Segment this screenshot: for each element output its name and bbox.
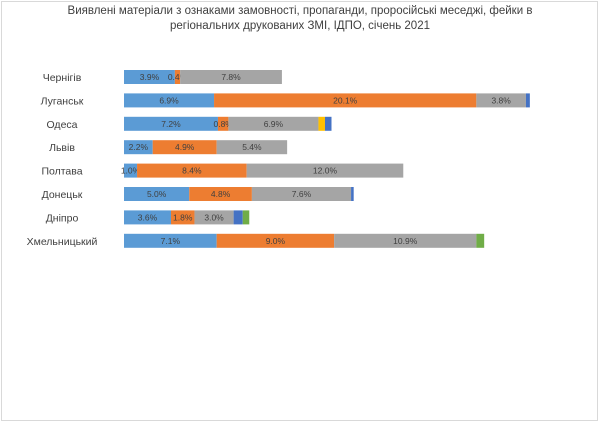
category-label: Полтава <box>41 166 82 178</box>
data-label: 7.2% <box>161 119 181 129</box>
category-label: Хмельницький <box>27 236 98 248</box>
bar-segment <box>170 210 195 225</box>
data-label: 3.8% <box>491 95 511 105</box>
bar-segment <box>525 93 530 108</box>
bar-segment <box>124 187 190 201</box>
category-label: Донецьк <box>42 189 83 201</box>
bar-segment <box>217 116 229 131</box>
chart-title-line-2: регіональних друкованих ЗМІ, ІДПО, січен… <box>170 20 430 32</box>
bar-segment <box>214 93 477 108</box>
data-label: 9.0% <box>266 236 286 246</box>
data-label: 1.8% <box>173 212 193 222</box>
data-label: 4.8% <box>211 189 231 199</box>
bar-segment <box>216 233 335 248</box>
bar-segment <box>251 187 352 201</box>
category-label: Львів <box>49 142 75 154</box>
data-label: 12.0% <box>313 166 338 176</box>
data-label: 10.9% <box>393 236 418 246</box>
bar-segment <box>476 233 485 248</box>
data-label: 7.1% <box>161 236 181 246</box>
data-label: 5.4% <box>242 142 262 152</box>
bar-segment <box>194 210 234 225</box>
bar-segment <box>124 70 175 84</box>
data-label: 1.0% <box>121 166 141 176</box>
category-label: Чернігів <box>43 72 82 84</box>
data-label: 8.4% <box>182 166 202 176</box>
data-label: 0.4% <box>168 72 188 82</box>
bar-segment <box>180 70 282 84</box>
bar-segment <box>233 210 243 225</box>
bar-segment <box>124 163 138 178</box>
bar-segment <box>351 187 354 201</box>
bar-segment <box>152 140 217 155</box>
data-label: 2.2% <box>129 142 149 152</box>
bar-segment <box>124 233 217 248</box>
data-label: 7.8% <box>221 72 241 82</box>
category-label: Луганськ <box>41 95 84 107</box>
data-label: 3.9% <box>140 72 160 82</box>
category-label: Дніпро <box>46 212 79 224</box>
data-label: 4.9% <box>175 142 195 152</box>
bar-segment <box>124 140 153 155</box>
bar-segment <box>318 116 325 131</box>
bar-segment <box>228 116 319 131</box>
data-label: 20.1% <box>333 95 358 105</box>
data-label: 3.6% <box>138 212 158 222</box>
data-label: 5.0% <box>147 189 167 199</box>
bar-segment <box>216 140 288 155</box>
bar-segment <box>476 93 526 108</box>
category-label: Одеса <box>47 119 78 131</box>
bar-segment <box>137 163 247 178</box>
data-label: 6.9% <box>264 119 284 129</box>
bar-segment <box>246 163 404 178</box>
bar-segment <box>324 116 332 131</box>
bar-segment <box>174 70 181 84</box>
chart-title: Виявлені матеріали з ознаками замовності… <box>0 4 600 34</box>
data-label: 3.0% <box>204 212 224 222</box>
bar-segment <box>124 93 215 108</box>
bar-segment <box>189 187 252 201</box>
data-label: 6.9% <box>159 95 179 105</box>
data-label: 7.6% <box>292 189 312 199</box>
data-label: 0.8% <box>213 119 233 129</box>
bar-segment <box>242 210 250 225</box>
chart-title-line-1: Виявлені матеріали з ознаками замовності… <box>67 5 533 17</box>
bar-segment <box>124 210 171 225</box>
bar-segment <box>334 233 477 248</box>
bar-segment <box>124 116 218 131</box>
